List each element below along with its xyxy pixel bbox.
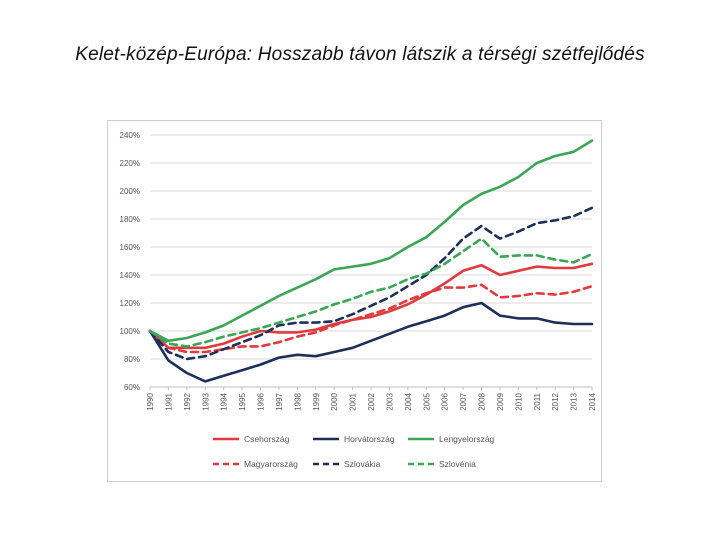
x-tick-label: 1997 [275, 392, 284, 410]
legend-label: Lengyelország [439, 434, 495, 444]
y-tick-label: 80% [124, 355, 140, 364]
x-tick-label: 2000 [330, 392, 339, 410]
x-tick-label: 2004 [404, 392, 413, 410]
series-line-szlovénia [148, 237, 594, 348]
x-tick-label: 1998 [293, 392, 302, 410]
legend-item: Csehország [213, 434, 290, 444]
legend-item: Szlovénia [408, 459, 476, 469]
x-tick-label: 2009 [496, 392, 505, 410]
series-line-lengyelország [148, 139, 594, 343]
slide-title: Kelet-közép-Európa: Hosszabb távon látsz… [75, 44, 645, 65]
y-tick-label: 100% [120, 327, 140, 336]
x-tick-label: 2001 [349, 392, 358, 410]
x-tick-label: 1992 [183, 392, 192, 410]
x-tick-label: 2008 [478, 392, 487, 410]
x-tick-label: 2014 [588, 392, 597, 410]
y-tick-label: 140% [120, 271, 140, 280]
y-tick-label: 180% [120, 215, 140, 224]
x-tick-label: 2005 [422, 392, 431, 410]
chart-frame: 60% 80% 100% 120% 140% 160% 180% 200% 220% 240% 19… [107, 120, 602, 482]
x-tick-label: 2007 [459, 392, 468, 410]
legend-item: Magyarország [213, 459, 298, 469]
line-chart: 60% 80% 100% 120% 140% 160% 180% 200% 220% 240% 19… [120, 131, 597, 469]
y-tick-label: 60% [124, 383, 140, 392]
y-tick-label: 220% [120, 159, 140, 168]
legend-label: Csehország [244, 434, 290, 444]
legend-label: Horvátország [344, 434, 395, 444]
x-tick-label: 2013 [570, 392, 579, 410]
x-tick-label: 1991 [164, 392, 173, 410]
x-tick-label: 1994 [220, 392, 229, 410]
x-tick-label: 2012 [551, 392, 560, 410]
legend-item: Szlovákia [313, 459, 381, 469]
y-tick-label: 200% [120, 187, 140, 196]
x-tick-label: 2003 [385, 392, 394, 410]
legend-item: Lengyelország [408, 434, 495, 444]
y-tick-label: 240% [120, 131, 140, 140]
x-tick-label: 2010 [514, 392, 523, 410]
x-tick-label: 2011 [533, 392, 542, 410]
x-tick-label: 2002 [367, 392, 376, 410]
legend-item: Horvátország [313, 434, 395, 444]
y-tick-label: 120% [120, 299, 140, 308]
series-line-csehország [148, 262, 594, 350]
series-line-szlovákia [148, 206, 594, 361]
series-line-horvátország [148, 301, 594, 383]
legend-label: Szlovákia [344, 459, 381, 469]
y-gridlines [150, 134, 592, 388]
x-tick-label: 1996 [257, 392, 266, 410]
x-tick-label: 1993 [201, 392, 210, 410]
legend-label: Magyarország [244, 459, 298, 469]
x-tick-label: 2006 [441, 392, 450, 410]
x-tick-label: 1995 [238, 392, 247, 410]
x-tick-label: 1990 [146, 392, 155, 410]
legend-label: Szlovénia [439, 459, 476, 469]
y-tick-label: 160% [120, 243, 140, 252]
x-tick-label: 1999 [312, 392, 321, 410]
series-line-magyarország [148, 283, 594, 354]
